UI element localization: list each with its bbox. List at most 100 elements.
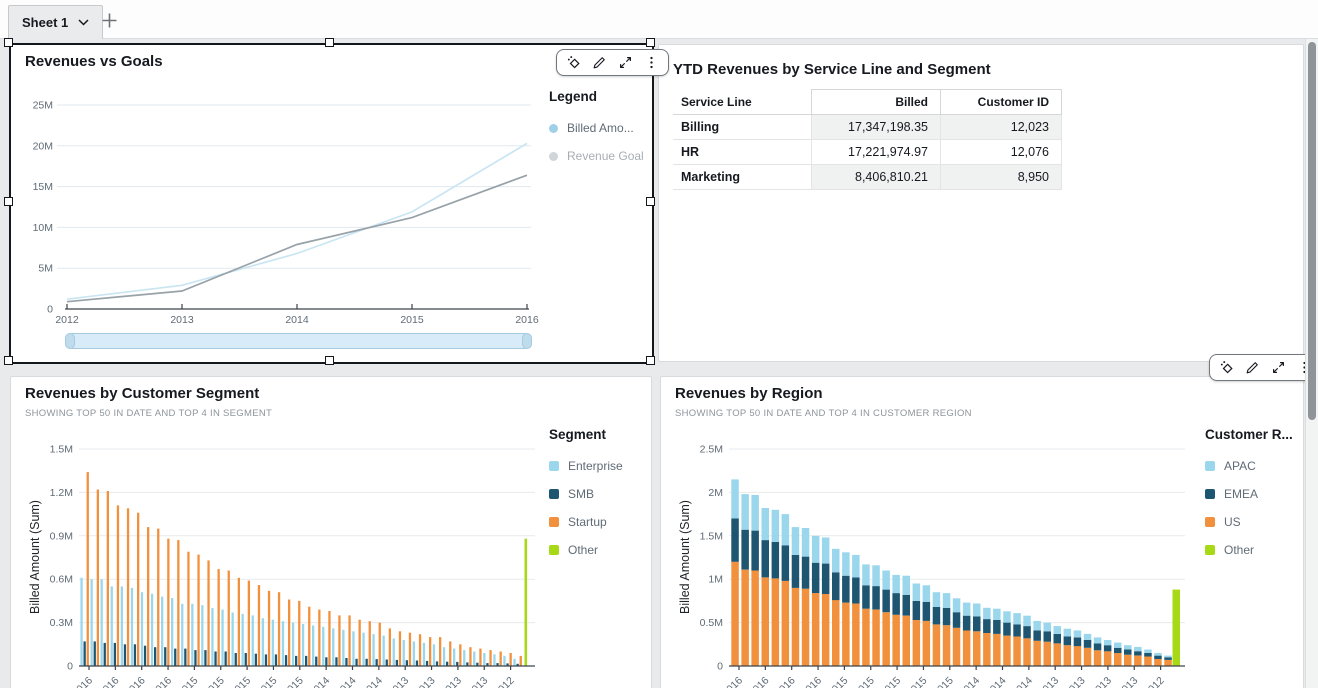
visual-revenues-by-region[interactable]: Revenues by Region SHOWING TOP 50 IN DAT… (660, 376, 1304, 688)
bar-segment[interactable] (1003, 611, 1011, 623)
bar-segment[interactable] (731, 518, 739, 562)
bar-segment[interactable] (932, 592, 941, 607)
bar[interactable] (479, 648, 482, 666)
bar[interactable] (154, 647, 157, 666)
bar[interactable] (439, 637, 442, 666)
bar-segment[interactable] (1154, 653, 1162, 656)
bar-segment[interactable] (1083, 633, 1092, 640)
bar-segment[interactable] (922, 620, 931, 666)
selection-handle[interactable] (646, 356, 655, 365)
edit-visual-button[interactable] (588, 52, 611, 73)
bar-segment[interactable] (1073, 637, 1082, 647)
bar[interactable] (197, 554, 200, 666)
bar-segment[interactable] (1164, 657, 1172, 660)
bar[interactable] (106, 491, 109, 666)
bar[interactable] (234, 653, 237, 666)
bar-segment[interactable] (852, 577, 860, 604)
bar[interactable] (211, 608, 214, 666)
bar[interactable] (493, 654, 496, 666)
bar-segment[interactable] (1154, 655, 1162, 660)
bar[interactable] (412, 641, 415, 666)
bar[interactable] (368, 621, 371, 666)
bar-segment[interactable] (1144, 649, 1152, 654)
bar[interactable] (83, 641, 86, 666)
bar[interactable] (100, 579, 103, 666)
bar[interactable] (113, 642, 116, 666)
bar[interactable] (295, 655, 298, 666)
bar[interactable] (513, 658, 516, 666)
bar[interactable] (157, 528, 160, 666)
bar[interactable] (385, 659, 388, 667)
bar[interactable] (174, 648, 177, 666)
bar-segment[interactable] (1013, 613, 1021, 625)
bar-segment[interactable] (821, 537, 830, 564)
bar-segment[interactable] (902, 575, 911, 595)
bar-segment[interactable] (1134, 655, 1142, 666)
bar-segment[interactable] (892, 614, 900, 666)
bar[interactable] (408, 632, 412, 666)
bar[interactable] (298, 600, 301, 666)
bar[interactable] (415, 660, 419, 667)
bar-segment[interactable] (993, 608, 1001, 620)
bar-segment[interactable] (842, 575, 850, 603)
legend-item-us[interactable]: US (1205, 515, 1310, 529)
table-row[interactable]: HR 17,221,974.97 12,076 (673, 139, 1062, 165)
bar-segment[interactable] (811, 535, 820, 563)
legend-item-other[interactable]: Other (549, 543, 654, 557)
bar-segment[interactable] (832, 572, 840, 601)
bar[interactable] (207, 560, 210, 666)
bar-segment[interactable] (912, 620, 921, 666)
expand-visual-button[interactable] (614, 52, 637, 73)
table-cell-service-line[interactable]: Billing (673, 114, 812, 140)
chevron-down-icon[interactable] (78, 19, 89, 26)
bar[interactable] (191, 603, 194, 666)
bar[interactable] (499, 651, 502, 667)
bar[interactable] (90, 579, 93, 666)
bar[interactable] (161, 596, 164, 666)
bar-segment[interactable] (973, 603, 981, 617)
bar[interactable] (110, 586, 113, 666)
bar[interactable] (318, 609, 321, 666)
bar[interactable] (80, 577, 83, 666)
bar[interactable] (503, 655, 506, 666)
bar[interactable] (231, 612, 234, 667)
bar[interactable] (352, 631, 355, 666)
bar[interactable] (315, 656, 318, 666)
bar-segment[interactable] (852, 603, 860, 667)
bar[interactable] (143, 645, 147, 666)
bar[interactable] (398, 631, 402, 666)
bar[interactable] (130, 587, 134, 666)
bar-segment[interactable] (1164, 655, 1172, 658)
bar-segment[interactable] (1043, 622, 1052, 632)
bar[interactable] (442, 647, 446, 666)
tab-sheet-1[interactable]: Sheet 1 (8, 5, 104, 39)
bar[interactable] (271, 619, 274, 666)
bar[interactable] (284, 655, 288, 666)
bar-segment[interactable] (1103, 640, 1112, 646)
bar[interactable] (365, 658, 368, 666)
bar[interactable] (86, 472, 89, 666)
legend-item-other[interactable]: Other (1205, 543, 1310, 557)
legend-item-emea[interactable]: EMEA (1205, 487, 1310, 501)
bar-segment[interactable] (902, 615, 911, 666)
bar[interactable] (425, 660, 429, 666)
bar-segment[interactable] (1053, 643, 1062, 666)
bar[interactable] (291, 622, 295, 666)
bar-segment[interactable] (1003, 622, 1011, 636)
bar-segment[interactable] (922, 585, 931, 602)
table-cell-service-line[interactable]: Marketing (673, 164, 812, 190)
bar[interactable] (516, 663, 519, 666)
bar[interactable] (257, 585, 261, 666)
bar-segment[interactable] (862, 608, 870, 666)
bar[interactable] (133, 644, 137, 666)
bar-segment[interactable] (741, 494, 749, 530)
bar-segment[interactable] (983, 619, 991, 633)
bar[interactable] (137, 512, 140, 666)
bar[interactable] (342, 629, 345, 666)
bar-segment[interactable] (842, 602, 850, 666)
table-cell-value[interactable]: 12,023 (940, 114, 1062, 140)
bar[interactable] (355, 658, 358, 666)
bar-segment[interactable] (1144, 656, 1152, 667)
bar-segment[interactable] (1134, 651, 1142, 656)
